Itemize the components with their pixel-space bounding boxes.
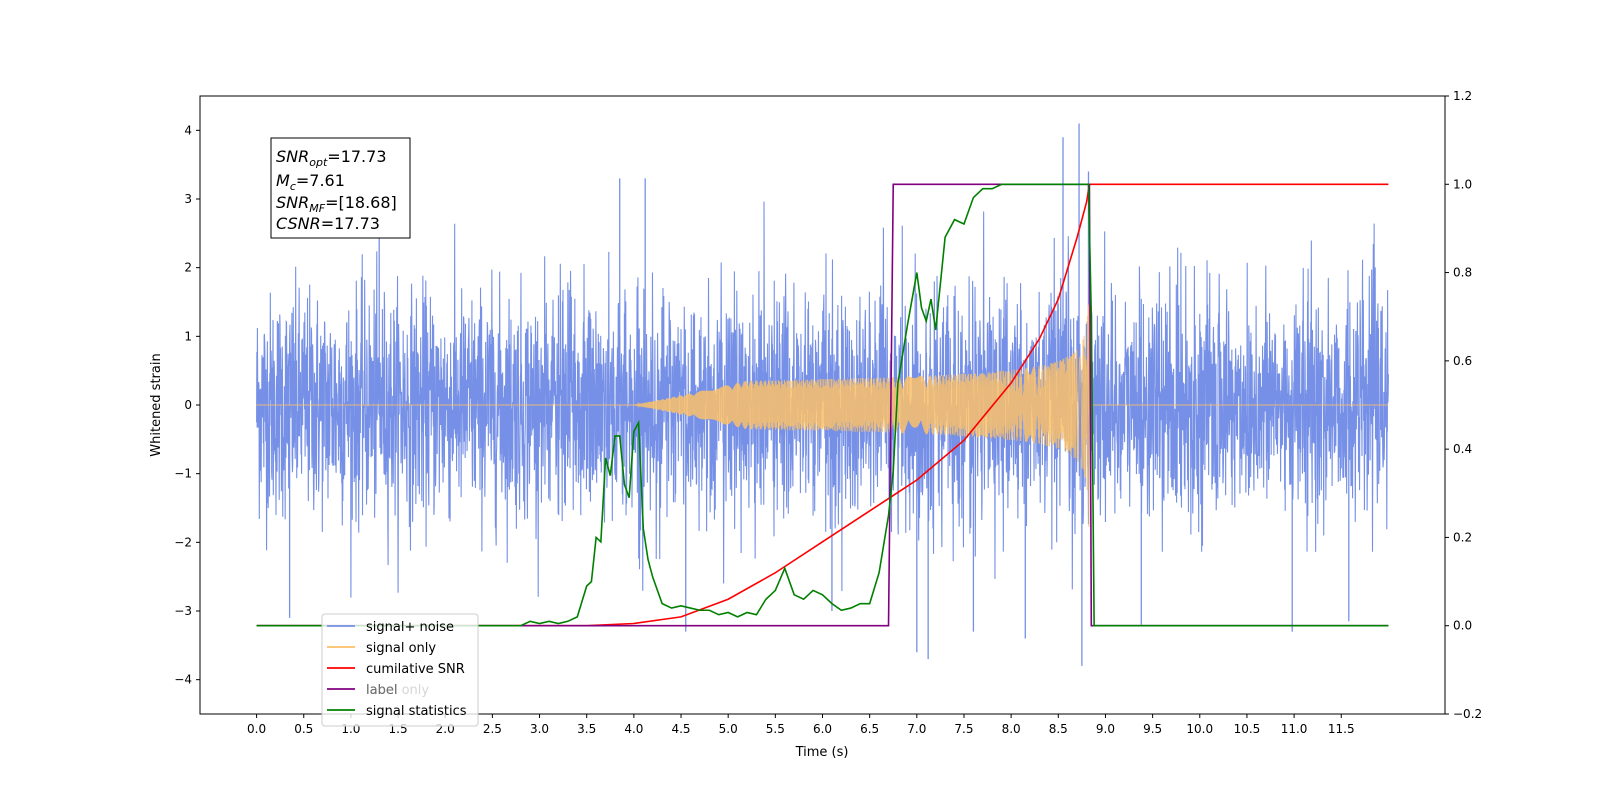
- x-tick-label: 9.0: [1096, 722, 1115, 736]
- y-tick-label: −2: [174, 535, 192, 549]
- x-tick-label: 3.0: [530, 722, 549, 736]
- y2-tick-label: 0.8: [1453, 266, 1472, 280]
- legend-label: signal statistics: [366, 704, 467, 719]
- annotation-box-frame: [270, 137, 411, 239]
- legend-label: label: [366, 683, 397, 698]
- y2-tick-label: 1.0: [1453, 177, 1472, 191]
- y2-tick-label: 0.4: [1453, 442, 1472, 456]
- x-tick-label: 8.5: [1049, 722, 1068, 736]
- y2-tick-label: 1.2: [1453, 89, 1472, 103]
- legend-label-faint: label only: [366, 683, 429, 698]
- y-tick-label: 0: [184, 398, 192, 412]
- stats-annotation-box: SNRopt=17.73 Mc=7.61 SNRMF=[18.68] CSNR=…: [270, 137, 411, 239]
- y-tick-label: −3: [174, 604, 192, 618]
- annotation-line-snr-opt: SNRopt=17.73: [276, 147, 387, 169]
- x-tick-label: 6.5: [860, 722, 879, 736]
- x-tick-label: 10.5: [1234, 722, 1261, 736]
- x-tick-label: 6.0: [813, 722, 832, 736]
- annotation-line-csnr: CSNR=17.73: [276, 214, 380, 233]
- y-tick-label: 2: [184, 261, 192, 275]
- legend-label: cumilative SNR: [366, 662, 465, 677]
- y2-tick-label: 0.2: [1453, 530, 1472, 544]
- y2-tick-label: 0.0: [1453, 619, 1472, 633]
- x-tick-label: 4.0: [624, 722, 643, 736]
- series-cumilative-snr: [256, 183, 1389, 627]
- y2-tick-label: 0.6: [1453, 354, 1472, 368]
- series-signal-statistics: [256, 183, 1389, 627]
- x-tick-label: 4.5: [671, 722, 690, 736]
- x-tick-label: 0.5: [294, 722, 313, 736]
- y-tick-label: −1: [174, 467, 192, 481]
- legend: signal+ noise signal only cumilative SNR la…: [321, 613, 479, 727]
- x-tick-label: 7.5: [954, 722, 973, 736]
- x-tick-label: 5.5: [766, 722, 785, 736]
- x-tick-label: 11.0: [1281, 722, 1308, 736]
- series-layer: [256, 123, 1389, 666]
- x-tick-label: 2.5: [483, 722, 502, 736]
- x-tick-label: 8.0: [1002, 722, 1021, 736]
- y-tick-label: 1: [184, 329, 192, 343]
- x-tick-label: 11.5: [1328, 722, 1355, 736]
- x-tick-label: 10.0: [1186, 722, 1213, 736]
- legend-label: signal only: [366, 641, 436, 656]
- y-axis-ticks: −4 −3 −2 −1 0 1 2 3 4: [174, 123, 200, 687]
- y-tick-label: 3: [184, 192, 192, 206]
- legend-frame: [321, 613, 479, 727]
- series-signal-only: [256, 304, 1389, 528]
- y-axis-label: Whitened strain: [149, 353, 164, 456]
- y2-axis-ticks: −0.2 0.0 0.2 0.4 0.6 0.8 1.0 1.2: [1445, 89, 1482, 721]
- x-tick-label: 5.0: [719, 722, 738, 736]
- y2-tick-label: −0.2: [1453, 707, 1482, 721]
- x-tick-label: 3.5: [577, 722, 596, 736]
- y-tick-label: 4: [184, 123, 192, 137]
- annotation-line-mc: Mc=7.61: [276, 171, 345, 193]
- legend-label: signal+ noise: [366, 620, 454, 635]
- x-tick-label: 7.0: [907, 722, 926, 736]
- x-tick-label: 9.5: [1143, 722, 1162, 736]
- x-tick-label: 0.0: [247, 722, 266, 736]
- x-axis-label: Time (s): [795, 745, 849, 760]
- y-tick-label: −4: [174, 673, 192, 687]
- annotation-line-snr-mf: SNRMF=[18.68]: [276, 193, 397, 215]
